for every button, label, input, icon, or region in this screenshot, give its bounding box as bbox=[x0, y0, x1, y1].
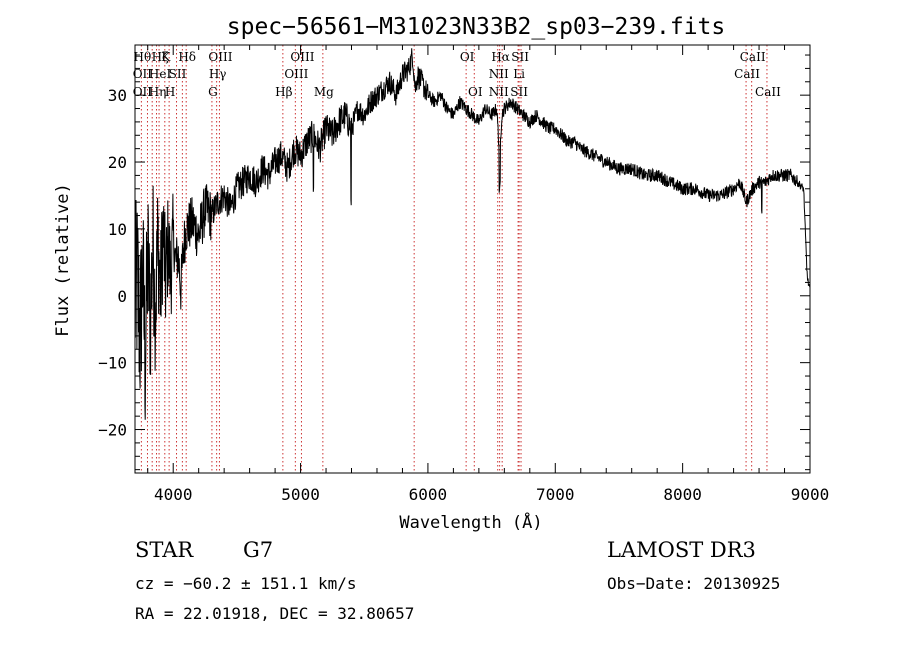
y-tick-label: −20 bbox=[98, 421, 127, 440]
line-label: SII bbox=[510, 85, 528, 99]
x-tick-label: 5000 bbox=[281, 485, 320, 504]
line-label: Hβ bbox=[275, 85, 292, 99]
object-class: STAR bbox=[135, 538, 194, 562]
line-label: CaII bbox=[755, 85, 781, 99]
line-label: HeI bbox=[149, 67, 172, 81]
line-label: G bbox=[208, 85, 218, 99]
x-axis-ticks: 4000 5000 6000 7000 8000 9000 bbox=[147, 45, 830, 504]
observation-date: Obs−Date: 20130925 bbox=[607, 574, 781, 593]
chart-title: spec−56561−M31023N33B2_sp03−239.fits bbox=[227, 14, 726, 40]
line-label: H bbox=[165, 85, 175, 99]
spectrum-series bbox=[134, 48, 811, 420]
line-label: OIII bbox=[208, 50, 232, 64]
line-label: Hα bbox=[491, 50, 510, 64]
y-tick-label: 10 bbox=[108, 220, 127, 239]
line-label: Li bbox=[513, 67, 525, 81]
x-tick-label: 8000 bbox=[663, 485, 702, 504]
y-tick-label: −10 bbox=[98, 354, 127, 373]
x-axis-label: Wavelength (Å) bbox=[399, 511, 542, 533]
line-label: CaII bbox=[734, 67, 760, 81]
line-label: K bbox=[161, 50, 171, 64]
x-tick-label: 6000 bbox=[409, 485, 448, 504]
line-label: Mg bbox=[314, 85, 334, 99]
redshift-velocity: cz = −60.2 ± 151.1 km/s bbox=[135, 574, 357, 593]
y-axis-label: Flux (relative) bbox=[53, 183, 73, 337]
line-label: Hγ bbox=[209, 67, 227, 81]
line-label: CaII bbox=[740, 50, 766, 64]
line-label: OII bbox=[133, 67, 153, 81]
x-tick-label: 7000 bbox=[536, 485, 575, 504]
line-label: OI bbox=[460, 50, 475, 64]
line-label: OIII bbox=[284, 67, 308, 81]
line-label: NII bbox=[489, 67, 509, 81]
x-tick-label: 9000 bbox=[791, 485, 830, 504]
survey-name: LAMOST DR3 bbox=[607, 538, 756, 562]
line-label: Hη bbox=[149, 85, 167, 99]
y-tick-label: 30 bbox=[108, 86, 127, 105]
y-tick-label: 0 bbox=[117, 287, 127, 306]
line-label: NII bbox=[489, 85, 509, 99]
line-label: Hδ bbox=[178, 50, 196, 64]
line-label: SII bbox=[169, 67, 187, 81]
plot-frame bbox=[134, 44, 811, 474]
x-tick-label: 4000 bbox=[154, 485, 193, 504]
spectrum-line bbox=[134, 48, 811, 420]
line-label: OIII bbox=[290, 50, 314, 64]
line-label: OI bbox=[468, 85, 483, 99]
line-label: SII bbox=[511, 50, 529, 64]
line-label: Hζ bbox=[152, 50, 169, 64]
y-axis-ticks: −20 −10 0 10 20 30 bbox=[98, 54, 810, 471]
object-subclass: G7 bbox=[243, 538, 274, 562]
line-labels: HθOIIOIIHηHζHeIKHSIIHδGHγOIIIHβOIIIOIIIM… bbox=[133, 50, 781, 99]
line-markers bbox=[140, 45, 768, 473]
line-label: Hθ bbox=[134, 50, 152, 64]
coordinates: RA = 22.01918, DEC = 32.80657 bbox=[135, 604, 415, 623]
y-tick-label: 20 bbox=[108, 153, 127, 172]
